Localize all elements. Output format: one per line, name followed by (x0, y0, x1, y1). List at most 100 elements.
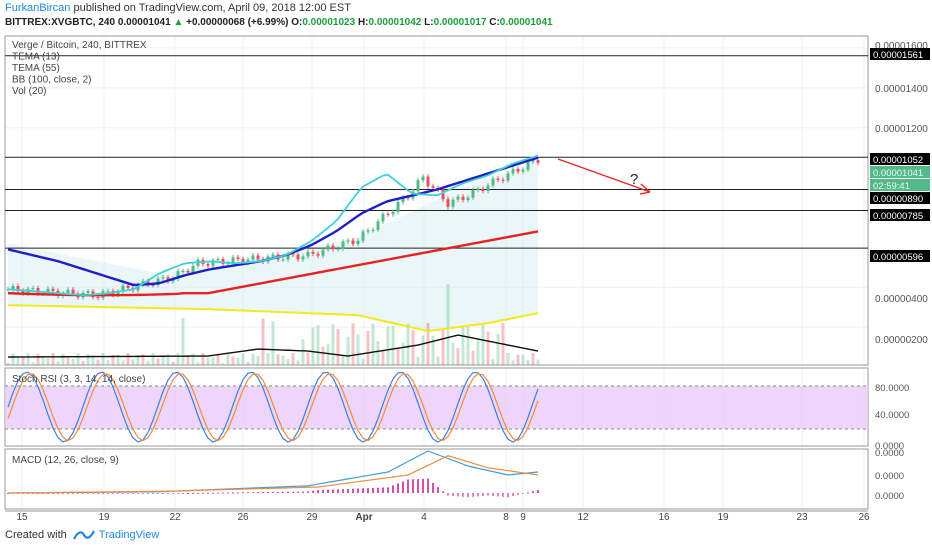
volume-bar (206, 357, 210, 365)
macd-histogram-bar (37, 493, 39, 494)
macd-histogram-bar (447, 493, 449, 496)
macd-histogram-bar (252, 492, 254, 494)
price-tick-label: 0.00001600 (875, 41, 928, 52)
macd-histogram-bar (417, 479, 419, 493)
candle-body (366, 230, 370, 232)
volume-bar (266, 353, 270, 365)
macd-histogram-bar (52, 493, 54, 494)
candle-body (361, 231, 365, 241)
candle-body (116, 291, 120, 295)
open-label: O: (291, 17, 303, 28)
macd-histogram-bar (142, 493, 144, 494)
macd-histogram-bar (92, 493, 94, 494)
macd-histogram-bar (382, 487, 384, 493)
macd-histogram-bar (157, 493, 159, 494)
volume-bar (471, 350, 475, 365)
legend-entry: TEMA (55) (12, 63, 60, 74)
macd-histogram-bar (227, 492, 229, 494)
stoch-tick-label: 0.0000 (875, 441, 904, 452)
legend-entry: Verge / Bitcoin, 240, BITTREX (12, 40, 147, 51)
x-tick-label: 22 (169, 512, 181, 523)
macd-tick-label: 0.0000 (875, 491, 904, 502)
price-label-box (870, 166, 930, 178)
candle-body (516, 168, 520, 172)
author-link[interactable]: FurkanBircan (5, 2, 71, 14)
x-tick-label: 26 (858, 512, 870, 523)
candle-body (461, 196, 465, 200)
volume-bar (391, 325, 395, 365)
candle-body (126, 285, 130, 288)
footer: Created with TradingView (5, 529, 159, 541)
macd-histogram-bar (342, 489, 344, 493)
macd-histogram-bar (167, 493, 169, 494)
x-tick-label: 9 (520, 512, 526, 523)
volume-bar (11, 353, 15, 365)
volume-bar (151, 353, 155, 365)
candle-body (491, 178, 495, 186)
candle-body (381, 213, 385, 222)
x-axis: 15 19 22 26 29 Apr 4 8 9 12 16 19 23 26 (16, 512, 870, 523)
x-tick-label: 4 (421, 512, 427, 523)
volume-bar (291, 353, 295, 365)
volume-bar (111, 354, 115, 365)
macd-histogram-bar (347, 488, 349, 493)
candle-body (531, 160, 535, 162)
x-tick-label: 16 (658, 512, 670, 523)
macd-histogram-bar (432, 482, 434, 493)
volume-bar (261, 318, 265, 365)
price-tick-label: 0.00001400 (875, 84, 928, 95)
volume-bar (476, 340, 480, 365)
macd-histogram-bar (327, 489, 329, 493)
price-tick-label: 0.00000200 (875, 335, 928, 346)
macd-histogram-bar (172, 493, 174, 494)
price-label-box (870, 179, 930, 191)
macd-histogram-bar (502, 493, 504, 497)
price-label-text: 02:59:41 (873, 181, 910, 192)
candle-body (181, 271, 185, 273)
volume-bar (321, 346, 325, 365)
tradingview-brand[interactable]: TradingView (98, 529, 160, 541)
macd-histogram-bar (362, 488, 364, 493)
candle-body (51, 288, 55, 291)
candle-body (466, 197, 470, 200)
macd-histogram-bar (422, 478, 424, 493)
macd-histogram-bar (62, 493, 64, 494)
macd-histogram-bar (402, 481, 404, 493)
macd-histogram-bar (287, 491, 289, 493)
macd-tick-label: 0.0000 (875, 471, 904, 482)
volume-bar (241, 353, 245, 365)
macd-histogram-bar (87, 493, 89, 494)
macd-histogram-bar (112, 493, 114, 494)
volume-bar (281, 355, 285, 365)
macd-histogram-bar (442, 491, 444, 493)
macd-histogram-bar (197, 492, 199, 494)
macd-histogram-bar (72, 493, 74, 494)
open-value: 0.00001023 (302, 17, 356, 28)
volume-bar (506, 353, 510, 365)
volume-bar (246, 362, 250, 365)
volume-bar (316, 325, 320, 365)
volume-bar (96, 359, 100, 365)
macd-histogram-bar (482, 493, 484, 497)
macd-histogram-bar (352, 488, 354, 493)
arrow-shaft (557, 158, 651, 193)
volume-bar (481, 323, 485, 365)
candle-body (191, 265, 195, 273)
candle-body (121, 285, 125, 292)
macd-histogram-bar (7, 493, 9, 494)
macd-histogram-bar (397, 483, 399, 493)
candle-body (296, 254, 300, 260)
volume-bar (236, 357, 240, 365)
volume-bar (121, 360, 125, 365)
close-value: 0.00001041 (499, 17, 553, 28)
macd-histogram-bar (102, 493, 104, 494)
candle-body (156, 278, 160, 286)
macd-histogram-bar (207, 492, 209, 494)
volume-bar (331, 324, 335, 365)
volume-bar (421, 335, 425, 365)
macd-histogram-bar (392, 485, 394, 493)
volume-bar (196, 362, 200, 365)
price-tick-label: 0.00001200 (875, 124, 928, 135)
volume-bar (396, 348, 400, 365)
